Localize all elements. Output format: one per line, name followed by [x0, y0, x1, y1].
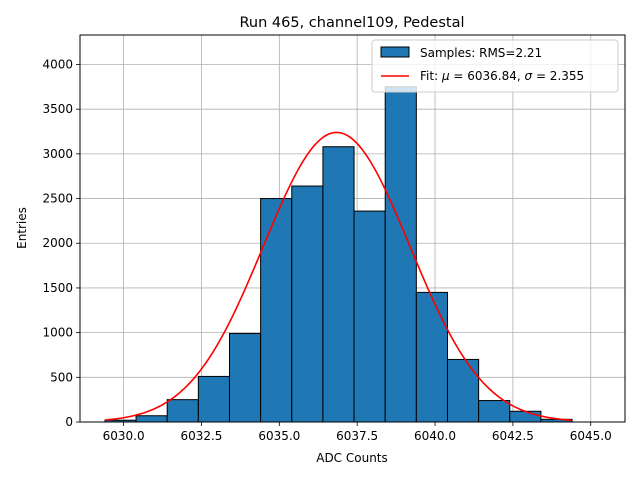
histogram-bar: [415, 291, 448, 423]
x-tick-label: 6035.0: [258, 429, 300, 443]
histogram-bar: [353, 210, 386, 423]
y-axis-ticks: 0 500 1000 1500 2000 2500 3000 3500 4000: [42, 57, 80, 429]
legend-label-fit: Fit: μ = 6036.84, σ = 2.355: [420, 69, 584, 83]
y-tick-label: 3000: [42, 147, 73, 161]
y-tick-label: 1500: [42, 281, 73, 295]
y-tick-label: 1000: [42, 326, 73, 340]
fit-label-prefix: Fit:: [420, 69, 442, 83]
y-tick-label: 4000: [42, 57, 73, 71]
histogram-bar: [322, 146, 355, 423]
fit-label-mu-value: = 6036.84,: [450, 69, 525, 83]
fit-label-sigma: σ: [525, 69, 533, 83]
x-tick-label: 6030.0: [103, 429, 145, 443]
legend-swatch-histogram: [380, 46, 410, 58]
histogram-bar: [291, 185, 324, 423]
x-axis-ticks: 6030.0 6032.5 6035.0 6037.5 6040.0 6042.5 6045…: [103, 422, 612, 443]
histogram-bar: [166, 399, 199, 423]
histogram-bar: [509, 410, 542, 423]
x-axis-title: ADC Counts: [316, 451, 388, 465]
x-tick-label: 6032.5: [180, 429, 222, 443]
legend-label-histogram: Samples: RMS=2.21: [420, 46, 542, 60]
y-axis-title: Entries: [15, 207, 29, 249]
histogram-bar: [260, 198, 293, 423]
histogram-bar: [228, 333, 262, 423]
fit-curve: [104, 131, 573, 422]
y-tick-label: 2500: [42, 192, 73, 206]
fit-label-mu: μ: [441, 69, 450, 83]
fit-curve-layer: [104, 131, 573, 422]
x-tick-label: 6042.5: [492, 429, 534, 443]
legend: Samples: RMS=2.21 Fit: μ = 6036.84, σ = …: [371, 39, 619, 93]
x-tick-label: 6040.0: [414, 429, 456, 443]
histogram-bar: [478, 400, 511, 423]
y-tick-label: 0: [65, 415, 73, 429]
histogram-bar: [446, 358, 480, 423]
legend-box: [371, 39, 619, 93]
histogram-bars: [104, 86, 573, 423]
chart-title: Run 465, channel109, Pedestal: [239, 15, 464, 31]
x-tick-label: 6037.5: [336, 429, 378, 443]
y-tick-label: 3500: [42, 102, 73, 116]
x-tick-label: 6045.0: [570, 429, 612, 443]
fit-label-sigma-value: = 2.355: [532, 69, 584, 83]
histogram-bar: [135, 415, 168, 423]
y-tick-label: 2000: [42, 236, 73, 250]
y-tick-label: 500: [50, 370, 73, 384]
histogram-bar: [384, 86, 417, 423]
plot-frame: [79, 34, 626, 423]
histogram-bar: [197, 375, 230, 423]
